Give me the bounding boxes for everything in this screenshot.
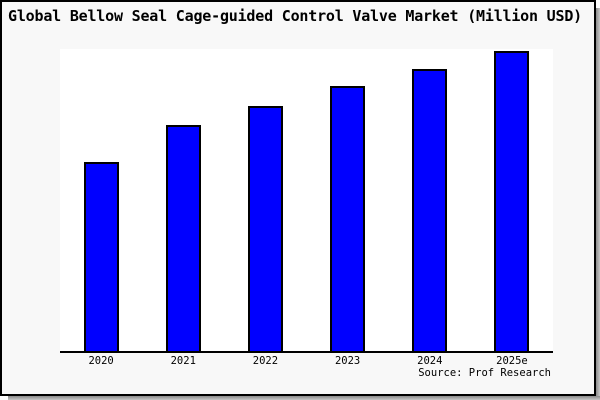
source-note: Source: Prof Research [418,367,551,379]
x-tick-label-2022: 2022 [252,355,279,367]
frame-shadow-right [596,8,600,396]
x-tick-label-2021: 2021 [170,355,196,367]
bar-2025e [494,51,530,351]
bar-2022 [247,106,283,351]
plot-area [60,49,553,353]
x-tick-label-2024: 2024 [417,355,443,367]
frame-shadow-bottom [8,396,600,400]
chart-title: Global Bellow Seal Cage-guided Control V… [8,7,582,25]
x-tick-label-2023: 2023 [334,355,361,367]
bar-2023 [330,86,366,351]
bar-2020 [83,162,119,351]
bar-slot-2022 [224,49,306,351]
x-tick-label-2020: 2020 [88,355,114,367]
bar-slot-2021 [142,49,224,351]
bar-2024 [412,69,448,351]
bar-slot-2025e [471,49,553,351]
x-tick-label-2025e: 2025e [496,355,528,367]
x-axis-labels: 2020 2021 2022 2023 2024 2025e [60,355,553,367]
bar-slot-2020 [60,49,142,351]
bar-2021 [165,125,201,351]
bar-slot-2023 [307,49,389,351]
bar-slot-2024 [389,49,471,351]
bars-container [60,49,553,351]
